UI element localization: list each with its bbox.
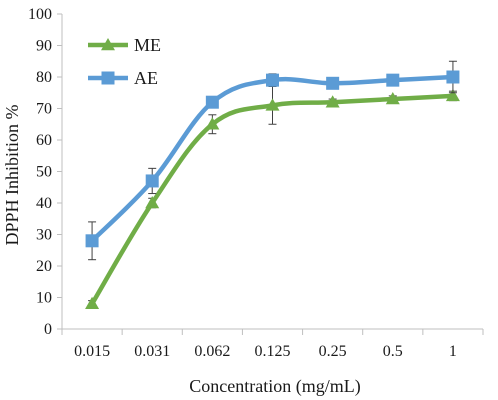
data-point	[385, 92, 400, 105]
x-tick-label: 0.062	[194, 343, 230, 360]
x-tick-label: 0.031	[134, 343, 170, 360]
y-tick-label: 80	[36, 69, 52, 86]
legend-marker	[101, 38, 115, 51]
data-point	[205, 117, 220, 130]
data-point	[446, 70, 460, 84]
data-point	[386, 73, 400, 87]
y-tick-label: 100	[28, 6, 52, 23]
y-tick-label: 20	[36, 258, 52, 275]
y-tick-label: 50	[36, 164, 52, 181]
y-tick-label: 40	[36, 195, 52, 212]
y-tick-label: 70	[36, 101, 52, 118]
legend-marker	[101, 71, 115, 85]
y-tick-label: 10	[36, 290, 52, 307]
legend-label: ME	[134, 35, 161, 55]
series-line	[89, 93, 456, 307]
data-point	[85, 296, 100, 310]
data-point	[326, 76, 340, 90]
y-tick-label: 0	[44, 321, 52, 338]
x-tick-label: 0.5	[383, 343, 403, 360]
y-axis: 0 10 20 30 40 50 60 70 80 90 100	[28, 6, 63, 338]
legend-label: AE	[134, 68, 158, 88]
y-tick-label: 90	[36, 38, 52, 55]
x-tick-label: 0.125	[255, 343, 291, 360]
data-point	[266, 73, 279, 87]
x-axis-title: Concentration (mg/mL)	[189, 376, 360, 397]
data-point	[85, 234, 99, 248]
data-point	[145, 196, 160, 209]
series-me	[85, 85, 460, 310]
x-tick-label: 0.25	[319, 343, 347, 360]
y-axis-title: DPPH Inhibition %	[2, 104, 22, 245]
data-point	[325, 95, 340, 108]
x-tick-label: 1	[449, 343, 457, 360]
data-point	[445, 88, 460, 102]
series-ae	[85, 60, 460, 261]
x-axis: 0.015 0.031 0.062 0.125 0.25 0.5 1	[61, 328, 484, 360]
x-tick-label: 0.015	[74, 343, 110, 360]
data-point	[205, 95, 219, 109]
series-layer	[85, 60, 460, 310]
y-tick-label: 30	[36, 227, 52, 244]
y-tick-label: 60	[36, 132, 52, 149]
legend: ME AE	[88, 35, 161, 88]
data-point	[265, 98, 280, 111]
data-point	[145, 174, 159, 188]
